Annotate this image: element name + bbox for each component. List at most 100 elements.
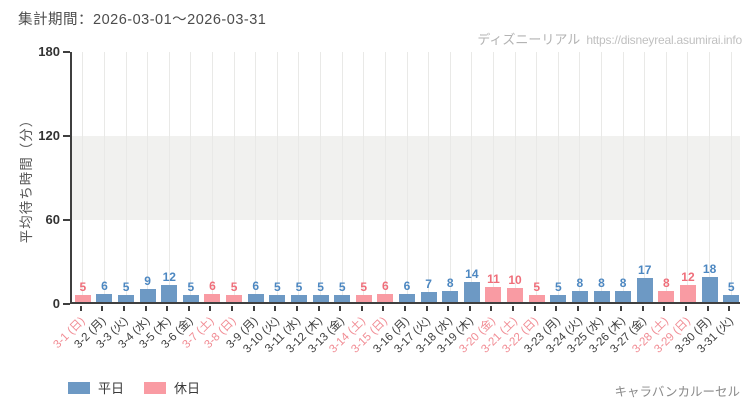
chart-plot-area: 5 6 5 9 12 5 6 5 6 5 5 5 5 5 6 6 7 8 14 11 10 5 5 8 8 8 17 8 12 18 5 — [70, 52, 740, 304]
bar-3-19 — [463, 282, 480, 302]
gridline — [233, 52, 235, 302]
bar-3-11 — [290, 295, 307, 302]
gridline — [449, 52, 451, 302]
legend-item-weekday[interactable]: 平日 — [68, 378, 124, 397]
bar-3-7 — [204, 293, 221, 302]
x-axis-tick — [339, 306, 342, 311]
bar-value-label: 11 — [487, 271, 500, 286]
x-axis-tick — [468, 306, 471, 311]
bar-value-label: 6 — [252, 278, 260, 293]
legend-item-holiday[interactable]: 休日 — [144, 378, 200, 397]
gridline — [363, 52, 365, 302]
x-axis-tick — [598, 306, 601, 311]
bar-value-label: 5 — [230, 280, 238, 294]
gridline — [255, 52, 257, 302]
y-axis-tick-label: 0 — [52, 296, 60, 311]
gridline — [211, 52, 213, 302]
legend-swatch-holiday — [144, 381, 167, 394]
bar-3-26 — [615, 290, 632, 302]
bar-3-20 — [485, 286, 502, 302]
gridline — [82, 52, 84, 302]
gridline — [298, 52, 300, 302]
x-axis-tick — [209, 306, 212, 311]
gridline — [103, 52, 105, 302]
bar-value-label: 5 — [317, 280, 324, 294]
gridline — [168, 52, 170, 302]
bar-3-2 — [96, 293, 113, 302]
bar-value-label: 5 — [554, 280, 562, 294]
bar-3-9 — [247, 293, 264, 302]
bar-3-3 — [118, 295, 135, 302]
gridline — [341, 52, 343, 302]
bar-value-label: 12 — [162, 270, 176, 285]
y-axis-tick-label: 120 — [38, 128, 60, 143]
gridline — [492, 52, 494, 302]
bar-value-label: 8 — [619, 275, 627, 290]
bar-3-14 — [355, 295, 372, 302]
y-axis-tick-label: 180 — [38, 44, 60, 59]
legend: 平日 休日 — [68, 378, 200, 397]
x-axis-tick — [187, 306, 190, 311]
watermark-url[interactable]: https://disneyreal.asumirai.info — [586, 33, 742, 47]
bar-3-31 — [723, 295, 740, 302]
x-axis-tick — [490, 306, 493, 311]
x-axis-tick — [425, 306, 428, 311]
bar-3-4 — [139, 289, 156, 302]
x-axis-tick — [728, 306, 731, 311]
x-axis-tick — [252, 306, 255, 311]
bar-value-label: 14 — [465, 267, 479, 282]
bar-value-label: 5 — [187, 280, 195, 294]
bar-value-label: 6 — [209, 278, 216, 293]
bar-3-8 — [226, 295, 243, 302]
bar-3-28 — [658, 290, 675, 302]
bar-value-label: 5 — [273, 280, 281, 294]
y-axis-tick — [63, 51, 70, 53]
bar-3-27 — [636, 278, 653, 302]
bar-value-label: 5 — [360, 280, 368, 294]
bar-3-16 — [399, 293, 415, 302]
bar-value-label: 12 — [681, 270, 695, 285]
bar-value-label: 17 — [638, 263, 652, 278]
bar-value-label: 5 — [295, 280, 303, 294]
bar-3-23 — [550, 295, 567, 302]
x-axis-tick — [166, 306, 169, 311]
bar-value-label: 10 — [508, 273, 522, 287]
x-axis-tick — [533, 306, 536, 311]
x-axis-tick — [576, 306, 579, 311]
x-axis-tick — [317, 306, 320, 311]
x-axis-tick — [101, 306, 104, 311]
gridline — [665, 52, 667, 302]
gridline — [514, 52, 516, 302]
bar-3-18 — [442, 290, 459, 302]
x-axis-tick — [231, 306, 234, 311]
gridline — [730, 52, 732, 302]
gridline — [147, 52, 149, 302]
bar-3-22 — [528, 295, 545, 302]
bar-value-label: 9 — [144, 274, 151, 289]
x-axis-tick — [512, 306, 515, 311]
gridline — [709, 52, 711, 302]
x-axis-tick — [79, 306, 82, 311]
bar-value-label: 5 — [533, 280, 541, 294]
y-axis-tick — [63, 219, 70, 221]
bar-3-30 — [701, 276, 718, 302]
gridline — [557, 52, 559, 302]
period-label: 集計期間：2026-03-01～2026-03-31 — [18, 12, 267, 28]
legend-label-holiday: 休日 — [174, 381, 201, 396]
bar-value-label: 8 — [663, 275, 670, 290]
bar-3-29 — [679, 285, 696, 302]
bar-value-label: 8 — [598, 275, 605, 290]
x-axis-tick — [641, 306, 644, 311]
x-axis-tick — [706, 306, 709, 311]
y-axis-tick — [63, 303, 70, 305]
gridline — [536, 52, 538, 302]
gridline — [644, 52, 646, 302]
legend-label-weekday: 平日 — [98, 381, 125, 396]
gridline — [384, 52, 386, 302]
gridline — [428, 52, 430, 302]
gridline — [320, 52, 322, 302]
bar-3-24 — [571, 290, 588, 302]
y-axis-tick — [63, 135, 70, 137]
x-axis-tick — [684, 306, 687, 311]
x-axis-tick — [274, 306, 277, 311]
